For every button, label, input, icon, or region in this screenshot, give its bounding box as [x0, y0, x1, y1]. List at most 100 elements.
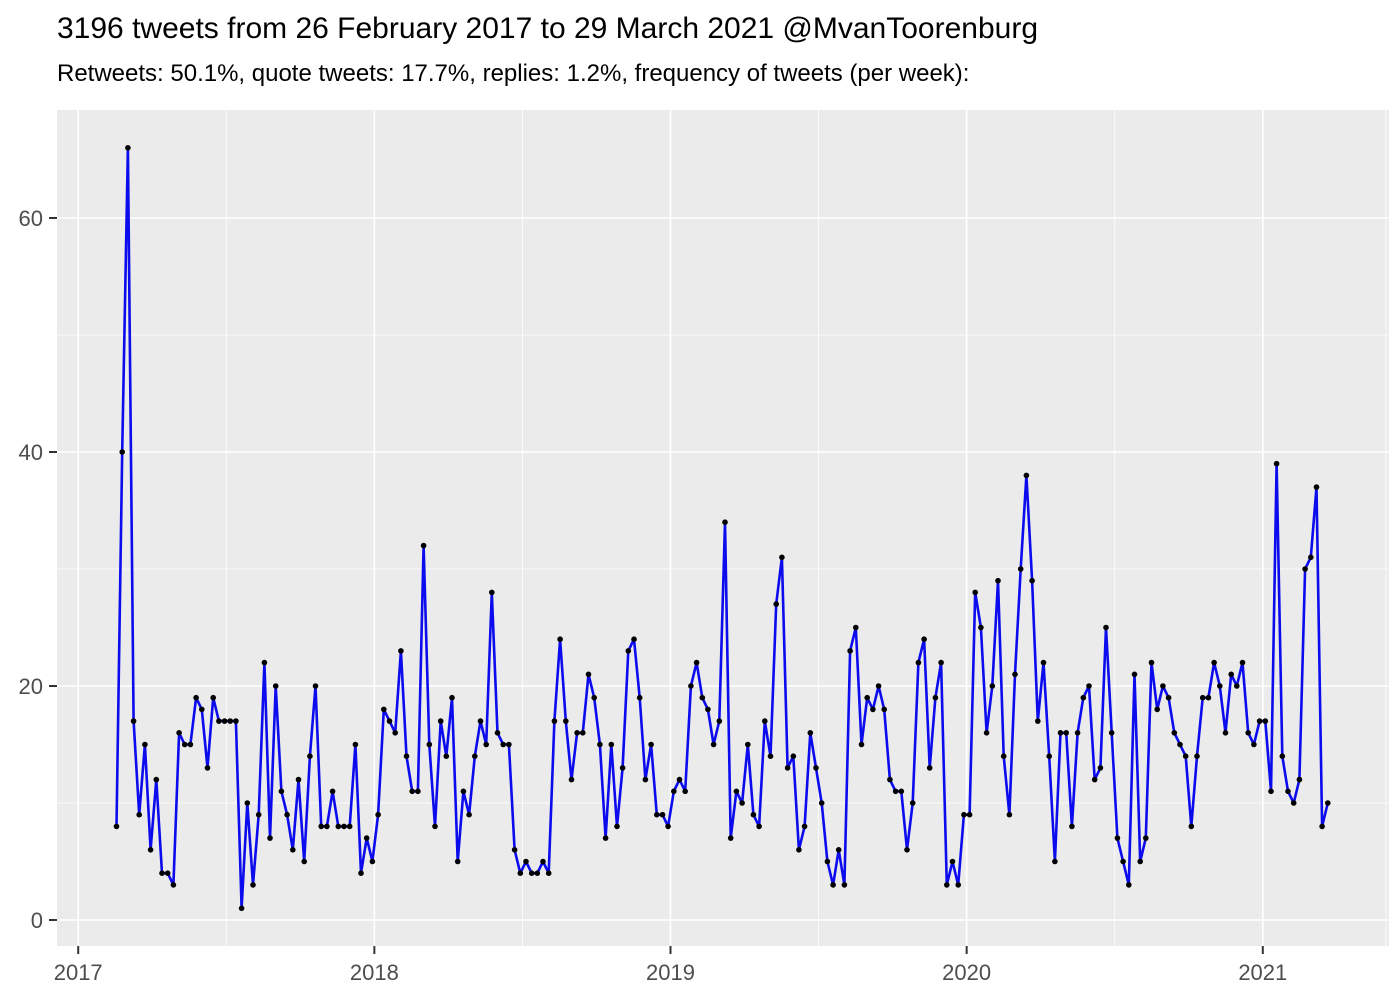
data-point — [574, 730, 580, 736]
data-point — [790, 753, 797, 759]
data-point — [875, 683, 882, 689]
data-point — [278, 788, 285, 795]
data-point — [1074, 730, 1081, 736]
data-point — [1114, 835, 1121, 841]
data-point — [324, 823, 330, 830]
data-point — [494, 730, 501, 736]
data-point — [449, 694, 455, 701]
data-point — [1205, 694, 1212, 701]
data-point — [1251, 741, 1257, 748]
data-point — [926, 765, 933, 771]
data-point — [773, 601, 779, 607]
data-point — [381, 706, 387, 713]
data-point — [540, 858, 546, 865]
data-point — [898, 788, 905, 795]
data-point — [227, 718, 233, 724]
data-point — [813, 765, 819, 771]
data-point — [1273, 460, 1280, 467]
data-point — [978, 624, 984, 631]
data-point — [1046, 753, 1052, 759]
data-point — [1234, 683, 1240, 689]
data-point — [244, 800, 251, 806]
data-point — [312, 683, 319, 689]
tweet-frequency-line — [115, 146, 1330, 910]
data-point — [181, 741, 188, 748]
data-point — [739, 800, 745, 806]
data-point — [1137, 858, 1143, 865]
data-point — [682, 788, 688, 795]
data-point — [199, 706, 205, 713]
chart-title: 3196 tweets from 26 February 2017 to 29 … — [57, 12, 1039, 45]
data-point — [1279, 753, 1286, 759]
data-point — [762, 718, 768, 724]
data-point — [210, 694, 216, 701]
x-tick-label: 2019 — [646, 960, 695, 985]
data-point — [1308, 554, 1314, 561]
data-point — [858, 741, 865, 748]
data-point — [1012, 671, 1018, 678]
data-point — [1040, 659, 1047, 666]
data-point — [130, 718, 137, 724]
data-point — [557, 636, 563, 642]
data-point — [1217, 683, 1223, 689]
data-point — [949, 858, 956, 865]
data-point — [807, 730, 814, 736]
data-point — [909, 800, 916, 806]
data-point — [1000, 753, 1007, 759]
data-point — [767, 753, 774, 759]
data-point — [830, 882, 836, 888]
data-point — [159, 870, 165, 876]
x-tick-label: 2020 — [942, 960, 991, 985]
data-point — [119, 449, 125, 455]
data-point — [1097, 765, 1104, 771]
data-point — [904, 847, 910, 853]
data-point — [284, 811, 290, 818]
data-point — [489, 589, 495, 596]
data-point — [642, 776, 649, 783]
data-point — [142, 741, 148, 748]
data-point — [1080, 694, 1087, 701]
data-point — [403, 753, 410, 759]
data-point — [1194, 753, 1200, 759]
data-point — [853, 624, 859, 631]
data-point — [722, 519, 728, 525]
y-tick-label: 60 — [19, 206, 43, 231]
data-point — [887, 776, 893, 783]
data-point — [1313, 484, 1320, 490]
data-point — [1245, 730, 1251, 736]
data-point — [972, 589, 978, 596]
data-point — [295, 776, 302, 783]
data-point — [472, 753, 478, 759]
data-point — [1086, 683, 1092, 689]
data-point — [784, 765, 791, 771]
data-point — [386, 718, 393, 724]
data-point — [437, 718, 444, 724]
data-point — [716, 718, 723, 724]
data-point — [443, 753, 450, 759]
data-point — [847, 648, 853, 654]
data-point — [1057, 730, 1064, 736]
data-point — [477, 718, 484, 724]
data-point — [358, 870, 364, 876]
data-point — [500, 741, 507, 748]
data-point — [1222, 730, 1229, 736]
data-point — [648, 741, 654, 748]
data-point — [125, 145, 131, 151]
data-point — [966, 811, 973, 818]
data-point — [983, 730, 990, 736]
data-point — [955, 882, 961, 888]
data-point — [585, 671, 592, 678]
data-point — [619, 765, 626, 771]
data-point — [801, 823, 808, 830]
data-point — [1211, 659, 1217, 666]
data-point — [1228, 671, 1234, 678]
data-point — [818, 800, 825, 806]
data-point — [420, 542, 427, 549]
data-point — [1256, 718, 1263, 724]
data-point — [563, 718, 569, 724]
data-point — [989, 683, 996, 689]
data-point — [1091, 776, 1098, 783]
data-point — [710, 741, 717, 748]
data-point — [335, 823, 342, 830]
data-point — [170, 882, 177, 888]
